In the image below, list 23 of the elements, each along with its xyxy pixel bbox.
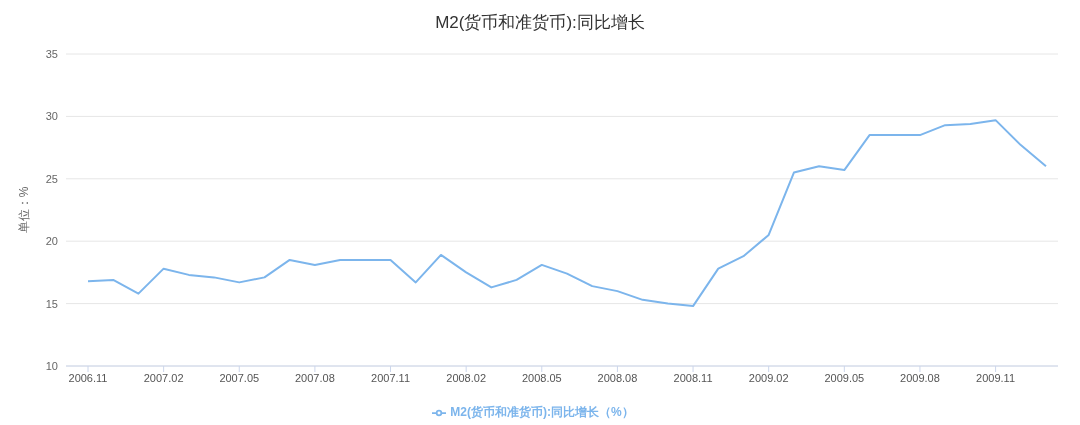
- x-tick-label: 2008.11: [673, 371, 713, 384]
- y-tick-label: 20: [45, 235, 58, 248]
- y-tick-label: 10: [45, 359, 58, 372]
- x-tick-label: 2007.02: [143, 371, 184, 384]
- y-tick-label: 30: [45, 110, 58, 123]
- x-tick-label: 2009.02: [748, 371, 789, 384]
- x-tick-label: 2007.05: [219, 371, 260, 384]
- x-tick-label: 2009.11: [976, 371, 1016, 384]
- x-tick-label: 2007.08: [295, 371, 335, 384]
- x-tick-label: 2009.08: [900, 371, 940, 384]
- x-tick-label: 2006.11: [68, 371, 108, 384]
- y-axis-title: 单位：%: [17, 186, 32, 234]
- x-tick-label: 2008.02: [446, 371, 487, 384]
- y-tick-label: 25: [45, 172, 58, 185]
- line-series: [87, 119, 1047, 308]
- x-tick-label: 2008.05: [521, 371, 562, 384]
- chart-title: M2(货币和准货币):同比增长: [434, 12, 646, 34]
- x-tick-label: 2008.08: [597, 371, 638, 384]
- y-tick-label: 35: [45, 47, 58, 60]
- y-tick-label: 15: [45, 297, 58, 310]
- legend-label: M2(货币和准货币):同比增长（%）: [450, 405, 634, 419]
- x-tick-label: 2007.11: [371, 371, 410, 384]
- x-tick-label: 2009.05: [824, 371, 865, 384]
